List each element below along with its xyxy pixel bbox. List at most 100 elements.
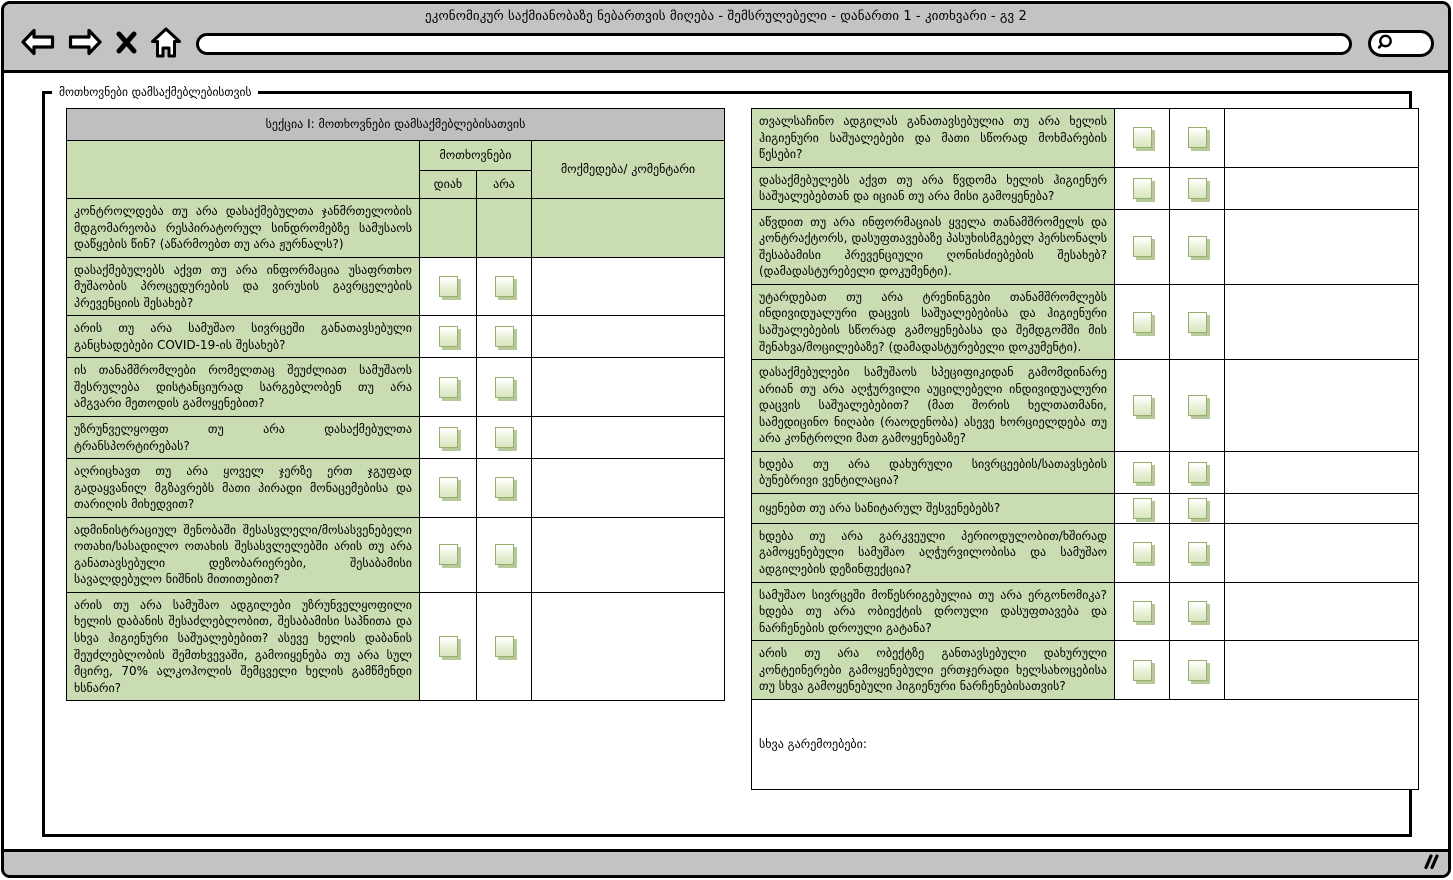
address-bar-input[interactable] bbox=[196, 32, 1352, 55]
nav-icons bbox=[20, 26, 182, 62]
no-checkbox[interactable] bbox=[1187, 600, 1207, 622]
question-cell: არის თუ არა სამუშაო ადგილები უზრუნველყოფ… bbox=[66, 591, 420, 702]
yes-cell bbox=[419, 416, 477, 460]
yes-cell bbox=[419, 357, 477, 418]
yes-checkbox[interactable] bbox=[1132, 461, 1152, 483]
requirements-column-header: მოთხოვნები bbox=[419, 140, 532, 171]
yes-checkbox[interactable] bbox=[1132, 497, 1152, 519]
question-cell: კონტროლდება თუ არა დასაქმებულთა ჯანმრთელ… bbox=[66, 198, 420, 258]
no-checkbox[interactable] bbox=[494, 636, 514, 658]
yes-checkbox[interactable] bbox=[1132, 600, 1152, 622]
yes-checkbox[interactable] bbox=[1132, 127, 1152, 149]
no-checkbox[interactable] bbox=[1187, 659, 1207, 681]
close-x-icon bbox=[114, 29, 139, 59]
question-cell: ის თანამშრომლები რომელთაც შეუძლიათ სამუშ… bbox=[66, 357, 420, 418]
no-checkbox[interactable] bbox=[1187, 542, 1207, 564]
home-button[interactable] bbox=[150, 26, 182, 62]
no-cell bbox=[476, 458, 532, 518]
comment-cell bbox=[1224, 208, 1419, 285]
checklist-row: დასაქმებულებს აქვთ თუ არა ინფორმაცია უსა… bbox=[66, 256, 725, 317]
yes-checkbox[interactable] bbox=[1132, 659, 1152, 681]
requirements-fieldset: მოთხოვნები დამსაქმებლებისთვის სექცია I: … bbox=[42, 85, 1419, 837]
yes-cell bbox=[1114, 208, 1170, 285]
no-checkbox[interactable] bbox=[1187, 311, 1207, 333]
no-checkbox[interactable] bbox=[1187, 127, 1207, 149]
no-checkbox[interactable] bbox=[1187, 461, 1207, 483]
question-cell: სამუშაო სივრცეში მოწესრიგებულია თუ არა ე… bbox=[751, 581, 1115, 642]
forward-button[interactable] bbox=[67, 27, 103, 61]
no-checkbox[interactable] bbox=[494, 376, 514, 398]
no-cell bbox=[1169, 450, 1225, 494]
yes-checkbox[interactable] bbox=[438, 544, 458, 566]
no-checkbox[interactable] bbox=[494, 544, 514, 566]
browser-toolbar bbox=[4, 25, 1448, 70]
no-cell bbox=[476, 256, 532, 317]
checklist-table-left: სექცია I: მოთხოვნები დამსაქმებლებისათვის… bbox=[66, 108, 725, 702]
checklist-row: უტარდებათ თუ არა ტრენინგები თანამშრომლებ… bbox=[751, 283, 1419, 361]
question-cell: არის თუ არა სამუშაო სივრცეში განათავსებუ… bbox=[66, 315, 420, 359]
no-cell bbox=[476, 198, 532, 258]
no-checkbox[interactable] bbox=[1187, 177, 1207, 199]
no-cell bbox=[476, 315, 532, 359]
no-column-header: არა bbox=[476, 170, 532, 199]
yes-checkbox[interactable] bbox=[438, 427, 458, 449]
question-cell: უტარდებათ თუ არა ტრენინგები თანამშრომლებ… bbox=[751, 283, 1115, 361]
no-cell bbox=[476, 416, 532, 460]
question-cell: ხდება თუ არა გარკვეული პერიოდულობით/ხშირ… bbox=[751, 522, 1115, 583]
fieldset-legend: მოთხოვნები დამსაქმებლებისთვის bbox=[52, 85, 259, 99]
no-checkbox[interactable] bbox=[494, 477, 514, 499]
comment-column-header: მოქმედება/ კომენტარი bbox=[531, 140, 725, 199]
yes-checkbox[interactable] bbox=[438, 376, 458, 398]
no-cell bbox=[1169, 166, 1225, 210]
yes-cell bbox=[1114, 640, 1170, 700]
no-cell bbox=[1169, 640, 1225, 700]
yes-checkbox[interactable] bbox=[438, 477, 458, 499]
comment-cell bbox=[531, 315, 725, 359]
comment-cell bbox=[1224, 108, 1419, 168]
comment-cell bbox=[531, 357, 725, 418]
checklist-row: ის თანამშრომლები რომელთაც შეუძლიათ სამუშ… bbox=[66, 357, 725, 418]
window-title: ეკონომიკურ საქმიანობაზე ნებართვის მიღება… bbox=[425, 9, 1027, 24]
no-checkbox[interactable] bbox=[1187, 236, 1207, 258]
checklist-row: დასაქმებულებს აქვთ თუ არა წვდომა ხელის ჰ… bbox=[751, 166, 1419, 210]
no-checkbox[interactable] bbox=[1187, 497, 1207, 519]
yes-cell bbox=[1114, 108, 1170, 168]
checklist-row: არის თუ არა სამუშაო ადგილები უზრუნველყოფ… bbox=[66, 591, 725, 702]
question-cell: ხდება თუ არა დახურული სივრცეების/სათავსე… bbox=[751, 450, 1115, 494]
comment-cell bbox=[1224, 450, 1419, 494]
comment-cell bbox=[1224, 359, 1419, 452]
yes-checkbox[interactable] bbox=[1132, 311, 1152, 333]
yes-checkbox[interactable] bbox=[1132, 394, 1152, 416]
yes-checkbox[interactable] bbox=[438, 275, 458, 297]
question-cell: დასაქმებულებს აქვთ თუ არა წვდომა ხელის ჰ… bbox=[751, 166, 1115, 210]
no-checkbox[interactable] bbox=[494, 427, 514, 449]
yes-checkbox[interactable] bbox=[1132, 177, 1152, 199]
yes-cell bbox=[419, 458, 477, 518]
yes-checkbox[interactable] bbox=[1132, 236, 1152, 258]
no-checkbox[interactable] bbox=[1187, 394, 1207, 416]
checklist-row: კონტროლდება თუ არა დასაქმებულთა ჯანმრთელ… bbox=[66, 198, 725, 258]
checklist-row: აწვდით თუ არა ინფორმაციას ყველა თანამშრო… bbox=[751, 208, 1419, 285]
search-box[interactable] bbox=[1368, 30, 1434, 57]
no-cell bbox=[476, 357, 532, 418]
yes-checkbox[interactable] bbox=[438, 326, 458, 348]
yes-checkbox[interactable] bbox=[1132, 542, 1152, 564]
no-checkbox[interactable] bbox=[494, 326, 514, 348]
question-cell: აღრიცხავთ თუ არა ყოველ ჯერზე ერთ ჯგუფად … bbox=[66, 458, 420, 518]
comment-cell bbox=[531, 516, 725, 593]
comment-cell bbox=[531, 458, 725, 518]
magnifier-icon bbox=[1376, 33, 1394, 55]
back-button[interactable] bbox=[20, 27, 56, 61]
no-cell bbox=[1169, 492, 1225, 524]
resize-handle-icon[interactable] bbox=[1419, 853, 1439, 874]
yes-checkbox[interactable] bbox=[438, 636, 458, 658]
page-content: მოთხოვნები დამსაქმებლებისთვის სექცია I: … bbox=[4, 73, 1448, 849]
no-checkbox[interactable] bbox=[494, 275, 514, 297]
yes-column-header: დიახ bbox=[419, 170, 477, 199]
comment-cell bbox=[1224, 581, 1419, 642]
comment-cell bbox=[1224, 522, 1419, 583]
other-circumstances-label: სხვა გარემოებები: bbox=[759, 737, 867, 752]
checklist-row: თვალსაჩინო ადგილას განათავსებულია თუ არა… bbox=[751, 108, 1419, 168]
stop-button[interactable] bbox=[114, 29, 139, 59]
